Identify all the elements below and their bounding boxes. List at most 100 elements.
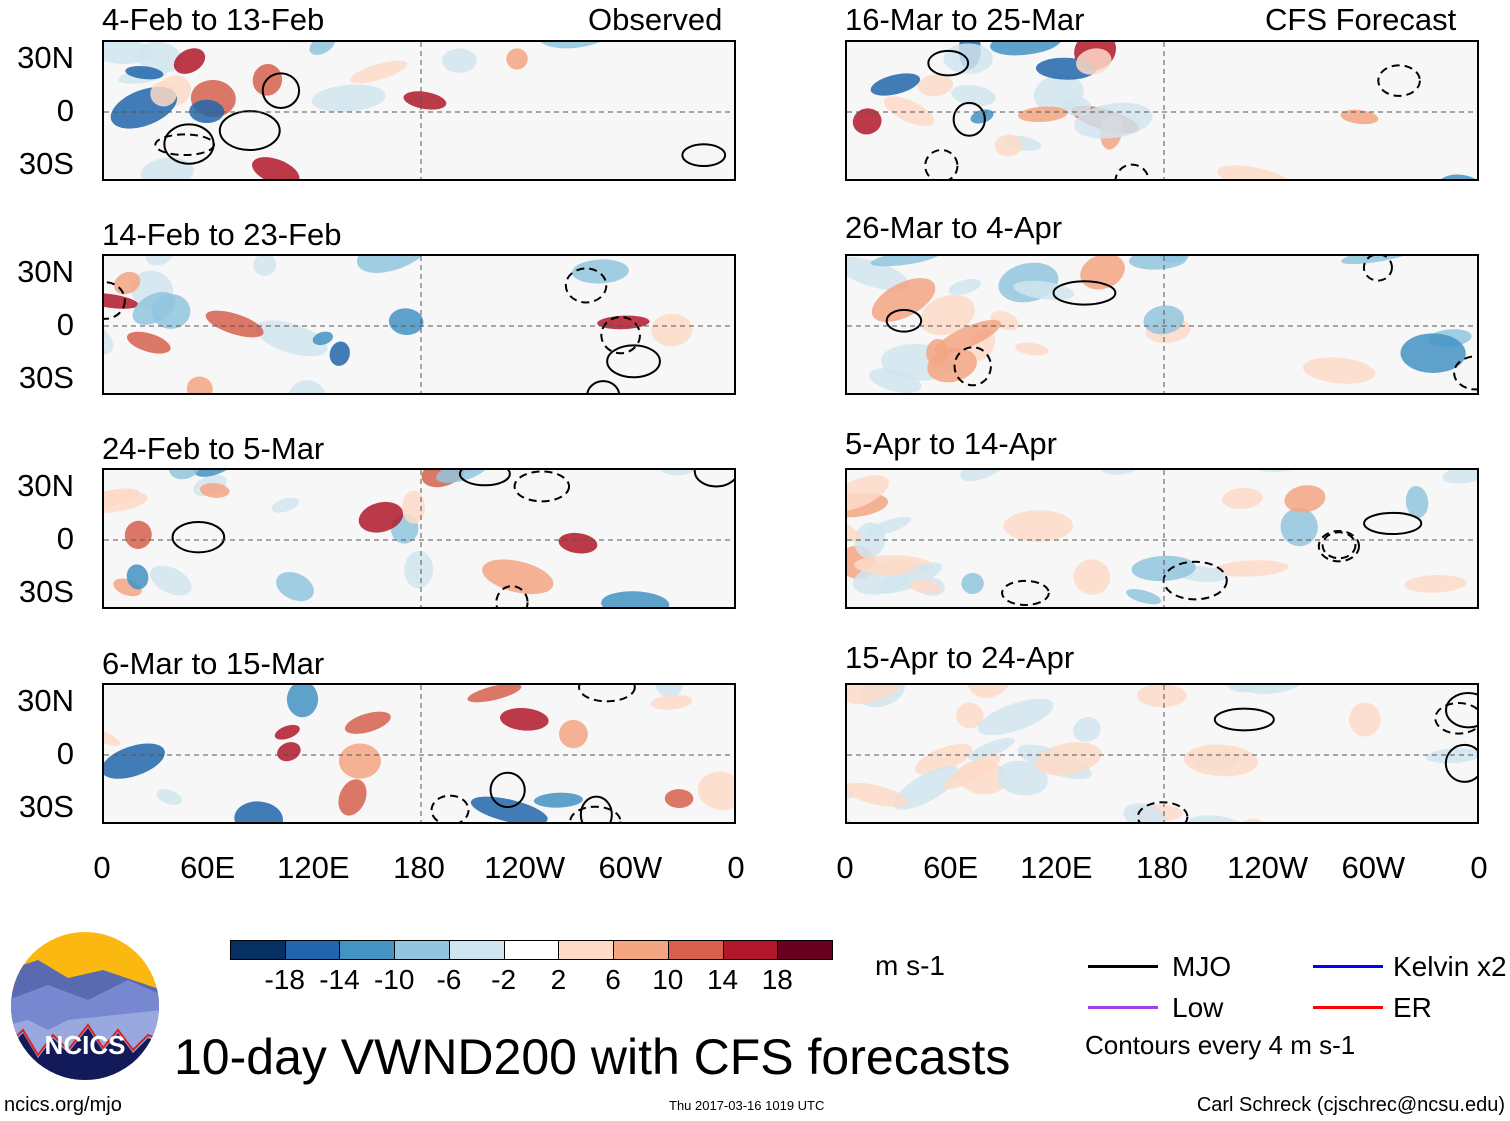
wind-anomaly-blob: [470, 796, 548, 822]
colorbar-swatch: [777, 940, 833, 960]
wind-anomaly-blob: [1348, 702, 1381, 737]
mjo-contour: [579, 795, 613, 822]
mjo-contour: [1444, 743, 1477, 783]
wind-anomaly-blob: [253, 256, 277, 276]
website-label: ncics.org/mjo: [4, 1094, 122, 1116]
wind-anomaly-blob: [1136, 685, 1187, 708]
wind-anomaly-blob: [1183, 744, 1258, 777]
colorbar-swatch: [667, 940, 724, 960]
legend-label: ER: [1393, 992, 1432, 1023]
wind-anomaly-blob: [914, 743, 973, 775]
colorbar-label: 14: [706, 964, 739, 995]
lon-label: 0: [727, 850, 745, 885]
wind-anomaly-blob: [961, 572, 984, 595]
wind-anomaly-blob: [990, 42, 1062, 56]
wind-anomaly-blob: [1123, 803, 1167, 822]
wind-anomaly-blob: [1302, 357, 1376, 384]
wind-anomaly-blob: [403, 91, 447, 110]
wind-anomaly-blob: [697, 771, 734, 811]
wind-anomaly-blob: [870, 73, 921, 96]
wind-anomaly-blob: [948, 278, 982, 295]
mjo-contour: [1445, 691, 1477, 729]
wind-anomaly-blob: [499, 708, 549, 731]
lon-label: 120E: [277, 850, 350, 885]
mjo-contour: [495, 585, 529, 607]
mjo-contour: [924, 149, 959, 179]
logo-text: NCICS: [45, 1030, 126, 1060]
mjo-contour: [569, 805, 622, 822]
wind-anomaly-blob: [271, 497, 300, 513]
wind-anomaly-blob: [288, 380, 327, 393]
wind-anomaly-blob: [1400, 333, 1466, 373]
wind-anomaly-blob: [1425, 748, 1477, 764]
wind-anomaly-blob: [533, 792, 583, 808]
wind-anomaly-blob: [883, 96, 935, 127]
wind-anomaly-blob: [847, 256, 910, 291]
wind-anomaly-blob: [104, 42, 154, 65]
mjo-contour: [218, 110, 281, 152]
mjo-contour: [1052, 280, 1117, 306]
colorbar-label: -14: [319, 964, 360, 995]
lat-label: 0: [56, 307, 74, 342]
wind-anomaly-blob: [852, 108, 882, 135]
wind-anomaly-blob: [199, 482, 230, 498]
mjo-contour: [681, 143, 727, 168]
wind-anomaly-blob: [311, 84, 386, 112]
wind-anomaly-blob: [338, 779, 367, 816]
panel-title: 26-Mar to 4-Apr: [845, 210, 1063, 245]
wind-anomaly-blob: [104, 718, 121, 746]
wind-anomaly-blob: [537, 42, 613, 49]
mjo-contour: [953, 346, 992, 387]
wind-anomaly-blob: [1129, 256, 1188, 270]
mjo-contour: [606, 344, 661, 379]
mjo-contour: [600, 316, 641, 355]
panel-title: 16-Mar to 25-Mar: [845, 2, 1085, 37]
timestamp: Thu 2017-03-16 1019 UTC: [669, 1098, 825, 1113]
wind-anomaly-blob: [402, 490, 425, 524]
wind-anomaly-blob: [892, 766, 960, 810]
wind-anomaly-blob: [558, 719, 588, 749]
lon-label: 60E: [923, 850, 979, 885]
mjo-contour: [1114, 163, 1150, 179]
colorbar-label: -2: [491, 964, 517, 995]
wind-anomaly-blob: [388, 308, 424, 335]
wind-anomaly-blob: [1073, 717, 1101, 742]
wind-anomaly-blob: [1214, 560, 1289, 577]
wind-anomaly-blob: [467, 685, 522, 703]
colorbar-swatch: [448, 940, 505, 960]
wind-anomaly-blob: [362, 179, 395, 181]
wind-anomaly-blob: [996, 760, 1048, 796]
mjo-contour: [578, 685, 636, 703]
wind-anomaly-blob: [132, 291, 176, 325]
colorbar-label: -10: [373, 964, 415, 995]
wind-anomaly-blob: [1003, 510, 1074, 542]
lon-label: 120E: [1020, 850, 1093, 885]
wind-anomaly-blob: [358, 501, 404, 533]
lat-label: 0: [56, 93, 74, 128]
mjo-contour: [458, 470, 511, 487]
colorbar-swatch: [722, 940, 779, 960]
wind-anomaly-blob: [847, 685, 910, 705]
wind-anomaly-blob: [597, 315, 650, 330]
wind-anomaly-blob: [871, 278, 936, 322]
wind-anomaly-blob: [1238, 818, 1268, 822]
wind-anomaly-blob: [124, 520, 152, 549]
colorbar-label: -18: [264, 964, 305, 995]
wind-anomaly-blob: [1018, 106, 1068, 123]
mjo-contour: [1213, 707, 1275, 732]
mjo-contour: [693, 470, 734, 488]
wind-anomaly-blob: [506, 48, 528, 70]
wind-anomaly-blob: [344, 711, 391, 734]
wind-anomaly-blob: [927, 348, 977, 383]
wind-anomaly-blob: [847, 782, 908, 807]
wind-anomaly-blob: [847, 514, 862, 542]
mjo-contour: [1377, 64, 1421, 97]
wind-anomaly-blob: [125, 65, 164, 80]
wind-anomaly-blob: [442, 48, 477, 73]
wind-anomaly-blob: [651, 313, 693, 347]
wind-anomaly-blob: [150, 565, 192, 596]
panel-title: 6-Mar to 15-Mar: [102, 646, 325, 681]
wind-anomaly-blob: [943, 43, 993, 74]
colorbar-swatch: [339, 940, 396, 960]
wind-anomaly-blob: [104, 490, 148, 514]
